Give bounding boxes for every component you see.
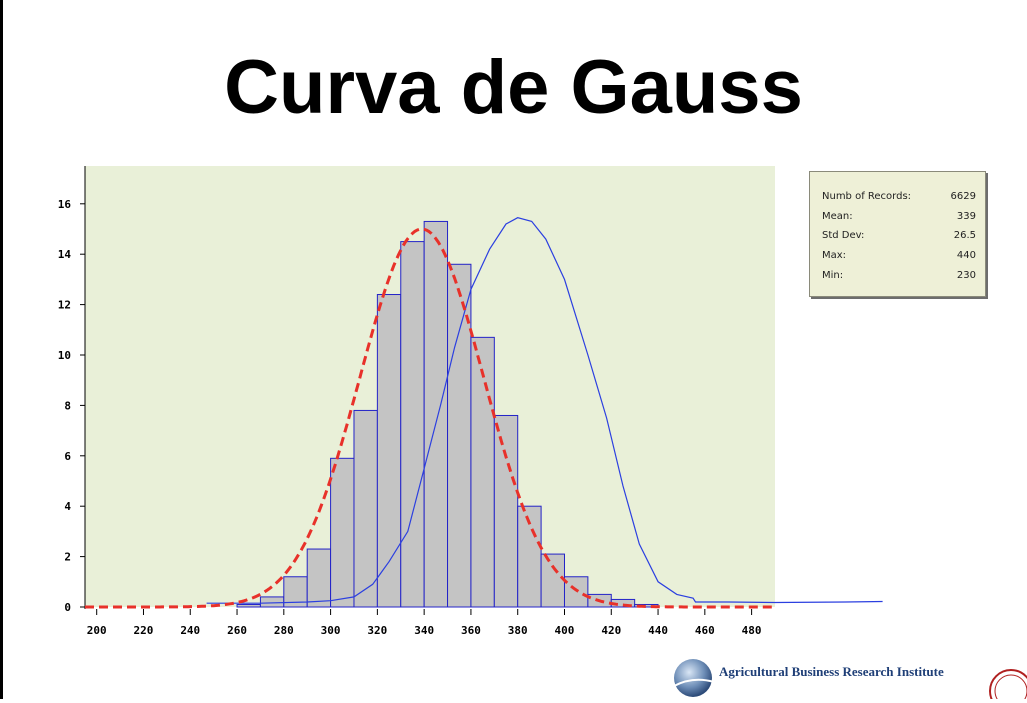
histogram-bar: [353, 409, 378, 608]
left-edge-bar: [0, 0, 3, 699]
stats-row-max: Max: 440: [822, 250, 976, 261]
histogram-bar: [236, 603, 261, 608]
histogram-bar: [330, 457, 355, 608]
y-tick-label: 10: [58, 349, 71, 362]
y-tick-label: 4: [64, 500, 71, 513]
stats-label: Std Dev:: [822, 230, 865, 241]
stats-label: Max:: [822, 250, 847, 261]
histogram-bar: [259, 596, 285, 608]
y-tick-label: 16: [58, 198, 72, 211]
histogram-bar: [376, 294, 402, 608]
stats-label: Min:: [822, 270, 844, 281]
stats-value: 230: [956, 270, 976, 281]
second-curve-line: [206, 217, 883, 604]
x-tick-label: 460: [695, 624, 715, 637]
histogram-bar: [306, 548, 332, 608]
histogram-bar: [423, 220, 449, 608]
y-tick-label: 12: [58, 299, 71, 312]
y-tick-label: 14: [58, 248, 72, 261]
page-title: Curva de Gauss: [224, 45, 803, 130]
x-tick-label: 200: [87, 624, 107, 637]
y-tick-label: 2: [64, 551, 71, 564]
y-tick-label: 6: [64, 450, 71, 463]
histogram-bar: [493, 414, 519, 608]
stats-value: 26.5: [953, 230, 976, 241]
x-tick-label: 260: [227, 624, 247, 637]
stats-row-stddev: Std Dev: 26.5: [822, 230, 976, 241]
histogram-bar: [540, 553, 565, 608]
x-tick-label: 320: [367, 624, 387, 637]
x-tick-label: 280: [274, 624, 294, 637]
globe-icon: [673, 659, 1027, 703]
x-tick-label: 400: [555, 624, 575, 637]
normal-curve-line: [85, 227, 775, 609]
y-tick-label: 0: [64, 601, 71, 614]
stats-value: 6629: [950, 191, 976, 202]
stats-row-records: Numb of Records: 6629: [822, 191, 976, 202]
x-tick-label: 440: [648, 624, 668, 637]
stats-value: 440: [956, 250, 976, 261]
x-tick-label: 240: [180, 624, 200, 637]
stats-value: 339: [956, 211, 976, 222]
stats-label: Numb of Records:: [822, 191, 912, 202]
stats-row-mean: Mean: 339: [822, 211, 976, 222]
x-tick-label: 360: [461, 624, 481, 637]
x-tick-label: 300: [321, 624, 341, 637]
histogram-bar: [400, 241, 425, 608]
stats-row-min: Min: 230: [822, 270, 976, 281]
x-tick-label: 220: [134, 624, 154, 637]
histogram-bar: [563, 576, 589, 608]
stats-label: Mean:: [822, 211, 853, 222]
x-tick-label: 420: [601, 624, 621, 637]
statistics-box: Numb of Records: 6629 Mean: 339 Std Dev:…: [809, 171, 986, 297]
x-tick-label: 480: [742, 624, 762, 637]
footer-text: Agricultural Business Research Institute: [719, 664, 944, 679]
abri-logo: [668, 656, 1027, 703]
x-tick-label: 380: [508, 624, 528, 637]
y-tick-label: 8: [64, 399, 71, 412]
x-tick-label: 340: [414, 624, 434, 637]
